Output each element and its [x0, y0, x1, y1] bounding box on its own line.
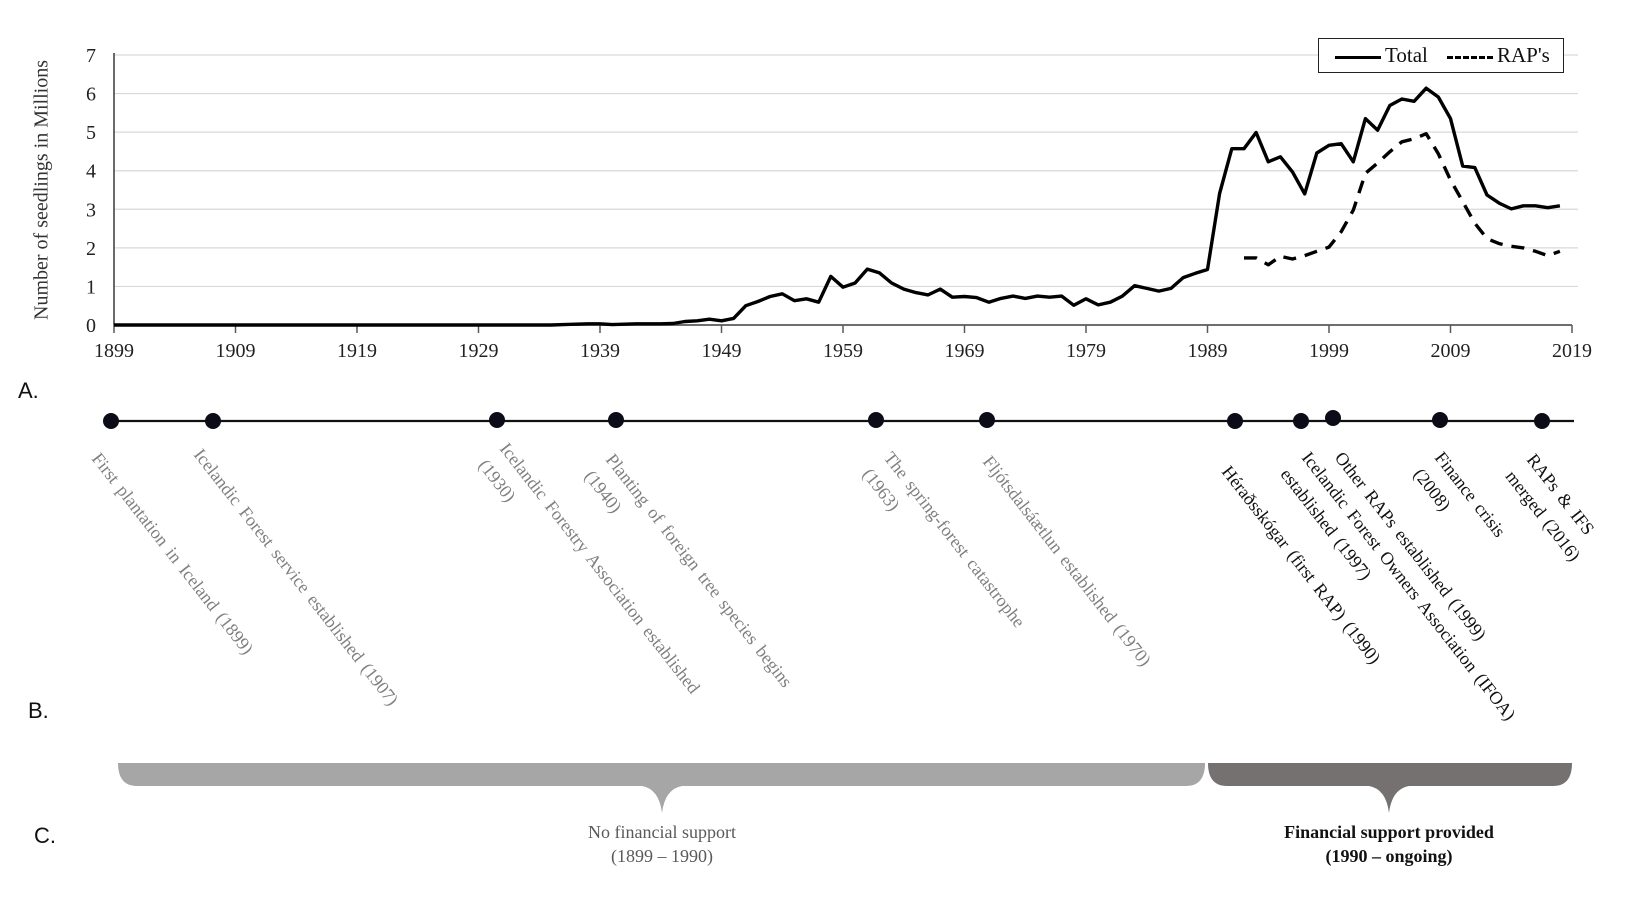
gridlines [114, 54, 1578, 288]
legend-total-label: Total [1385, 43, 1428, 67]
bracket-financial-support-provided [1208, 763, 1572, 813]
timeline-dot-1970 [979, 412, 995, 428]
timeline-dot-1963 [868, 412, 884, 428]
timeline-dot-1907 [205, 413, 221, 429]
x-tick-label: 1999 [1309, 340, 1349, 362]
series-line-total [114, 86, 1561, 327]
x-tick-label: 1969 [945, 340, 985, 362]
x-tick-label: 2009 [1431, 340, 1471, 362]
y-tick-label: 5 [86, 122, 96, 144]
x-tick-label: 1909 [216, 340, 256, 362]
series-line-raps [1244, 132, 1561, 267]
x-tick-label: 2019 [1552, 340, 1592, 362]
y-tick-label: 6 [86, 84, 96, 106]
y-tick-label: 0 [86, 315, 96, 337]
period-label: No financial support [588, 822, 736, 842]
x-tick-label: 1919 [337, 340, 377, 362]
axes: 0 1 2 3 4 5 6 7 1899 1909 1919 1929 1939 1949 1959 1969… [86, 45, 1592, 362]
legend: Total RAP's [1318, 38, 1564, 73]
period-brackets [118, 763, 1572, 813]
y-tick-label: 3 [86, 199, 96, 221]
y-tick-label: 1 [86, 276, 96, 298]
y-axis-label: Number of seedlings in Millions [30, 60, 53, 320]
timeline-dot-1899 [103, 413, 119, 429]
timeline-dot-2008 [1432, 412, 1448, 428]
section-label-c: C. [34, 823, 56, 848]
timeline-dot-1999 [1325, 410, 1341, 426]
timeline-dot-1997 [1293, 413, 1309, 429]
legend-raps-swatch [1447, 56, 1493, 59]
y-tick-label: 2 [86, 238, 96, 260]
bracket-no-financial-support [118, 763, 1205, 813]
x-tick-label: 1939 [580, 340, 620, 362]
period-range: (1899 – 1990) [611, 846, 713, 866]
series-lines [114, 86, 1561, 327]
legend-total-swatch [1335, 56, 1381, 59]
period-caption-support-provided: Financial support provided (1990 – ongoi… [1284, 820, 1494, 868]
timeline-dot-2016 [1534, 413, 1550, 429]
timeline [103, 410, 1574, 429]
x-tick-label: 1989 [1188, 340, 1228, 362]
period-range: (1990 – ongoing) [1325, 846, 1453, 866]
timeline-dot-1990 [1227, 413, 1243, 429]
x-tick-label: 1979 [1066, 340, 1106, 362]
section-label-b: B. [28, 698, 49, 723]
timeline-dot-1940 [608, 412, 624, 428]
x-tick-label: 1899 [94, 340, 134, 362]
timeline-dot-1930 [489, 412, 505, 428]
x-tick-label: 1929 [459, 340, 499, 362]
y-tick-label: 7 [86, 45, 96, 67]
x-tick-label: 1949 [702, 340, 742, 362]
x-tick-label: 1959 [823, 340, 863, 362]
period-caption-no-support: No financial support (1899 – 1990) [588, 820, 736, 868]
y-tick-label: 4 [86, 161, 96, 183]
period-label: Financial support provided [1284, 822, 1494, 842]
section-label-a: A. [18, 378, 39, 403]
legend-raps-label: RAP's [1497, 43, 1550, 67]
